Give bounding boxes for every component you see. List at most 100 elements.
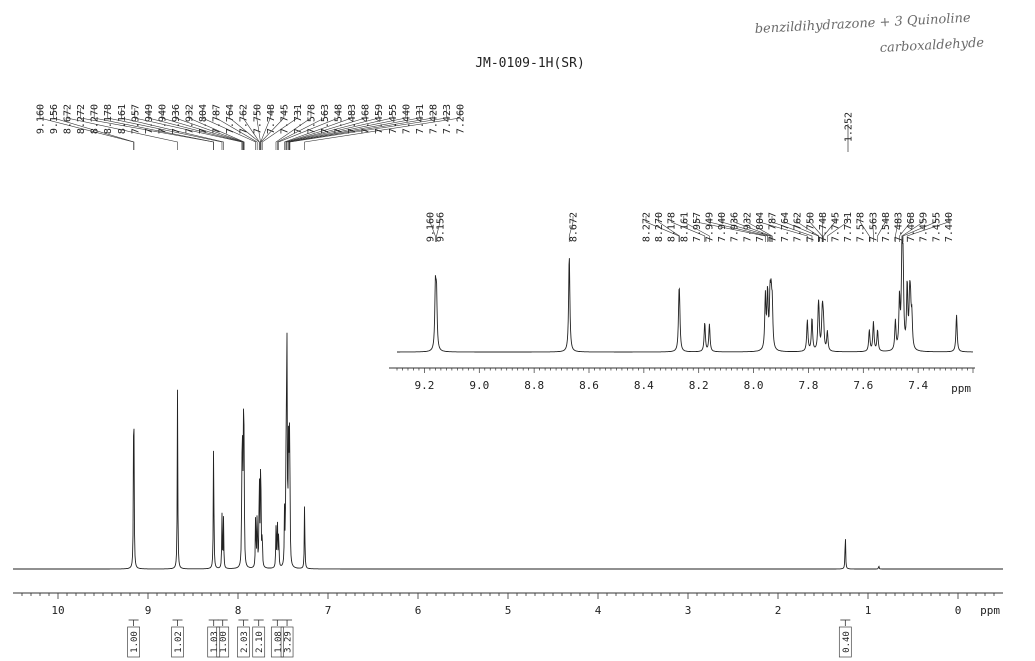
inset-peak-label-leader: [872, 216, 874, 242]
inset-peak-label-leader: [568, 216, 574, 242]
integral-marker: 3.29: [280, 619, 294, 658]
integral-marker: 1.08: [270, 619, 284, 658]
peak-label: 8.178: [103, 104, 114, 134]
peak-label-leader: [275, 108, 312, 150]
peak-label: 7.260: [456, 104, 467, 134]
inset-peak-label: 7.932: [742, 212, 753, 242]
integral-value: 2.10: [255, 631, 265, 653]
peak-label: 7.468: [361, 104, 372, 134]
inset-peak-label-leader: [429, 216, 436, 242]
isolated-peak-label: 1.252: [844, 112, 855, 142]
peak-label-leader: [107, 108, 223, 150]
inset-peak-label-leader: [796, 216, 820, 242]
peak-label: 8.272: [76, 104, 87, 134]
peak-label: 8.270: [90, 104, 101, 134]
inset-x-tick-label: 8.6: [579, 379, 599, 392]
inset-peak-label-leader: [721, 216, 771, 242]
integral-marker: 2.10: [252, 619, 266, 658]
peak-label: 7.563: [320, 104, 331, 134]
inset-peak-label: 7.578: [856, 212, 867, 242]
peak-label-leader: [134, 108, 243, 150]
inset-peak-label-leader: [645, 216, 680, 242]
inset-peak-label-leader: [859, 216, 870, 242]
peak-label-leader: [242, 108, 260, 150]
peak-label-leader: [289, 108, 447, 150]
peak-label: 7.748: [266, 104, 277, 134]
inset-spectrum: 9.2 9.0 8.8 8.6 8.4 8.2 8.0 7.8 7.6 7.4 ppm 9.160 9.…: [389, 212, 975, 395]
peak-label-leader: [284, 108, 352, 150]
inset-peak-label-leader: [823, 216, 836, 242]
main-x-tick-label: 10: [51, 604, 64, 617]
sample-id-title: JM-0109-1H(SR): [475, 56, 585, 71]
integral-box: [252, 626, 266, 658]
peak-label: 7.957: [130, 104, 141, 134]
inset-peak-label: 9.156: [436, 212, 447, 242]
peak-label-leader: [261, 108, 298, 150]
peak-label: 7.459: [374, 104, 385, 134]
inset-peak-label: 8.672: [569, 212, 580, 242]
peak-label-leader: [215, 108, 258, 150]
peak-label: 7.940: [157, 104, 168, 134]
integral-box: [237, 626, 250, 658]
peak-label-leader: [66, 108, 178, 150]
inset-peak-label-leader: [901, 216, 924, 242]
inset-peak-label: 8.178: [667, 212, 678, 242]
peak-label: 7.949: [144, 104, 155, 134]
peak-label-leader: [289, 108, 434, 150]
inset-x-tick-label: 8.2: [689, 379, 709, 392]
integral-box: [216, 626, 230, 658]
peak-label-leader: [120, 108, 224, 150]
main-x-tick-label: 1: [865, 604, 872, 617]
main-x-tick-label: 2: [775, 604, 782, 617]
inset-x-tick-label: 8.0: [744, 379, 764, 392]
inset-x-axis-label: ppm: [951, 382, 971, 395]
inset-peak-label-leader: [733, 216, 772, 242]
peak-label: 7.745: [279, 104, 290, 134]
peak-label: 7.440: [401, 104, 412, 134]
inset-peak-label: 7.940: [717, 212, 728, 242]
peak-label: 7.936: [171, 104, 182, 134]
integral-value: 2.03: [240, 631, 250, 653]
inset-x-tick-label: 7.8: [798, 379, 818, 392]
inset-peak-label-leader: [899, 216, 911, 242]
integral-box: [171, 626, 184, 658]
peak-label-leader: [260, 108, 285, 150]
inset-peak-label: 7.748: [818, 212, 829, 242]
inset-peak-label-leader: [683, 216, 710, 242]
inset-x-tick-label: 8.8: [524, 379, 544, 392]
main-spectrum-trace: [13, 332, 1003, 570]
integral-box: [270, 626, 284, 658]
peak-label: 7.787: [212, 104, 223, 134]
peak-label-leader: [304, 108, 461, 150]
peak-label-leader: [148, 108, 243, 150]
inset-x-tick-label: 7.4: [908, 379, 928, 392]
inset-peak-label: 8.270: [654, 212, 665, 242]
inset-peak-label: 7.787: [768, 212, 779, 242]
integral-value: 1.08: [274, 631, 284, 653]
inset-peak-label: 7.750: [805, 212, 816, 242]
peak-label-leader: [93, 108, 214, 150]
inset-spectrum-trace: [397, 235, 973, 353]
peak-label: 9.160: [36, 104, 47, 134]
peak-label: 7.431: [415, 104, 426, 134]
inset-x-tick-label: 9.2: [414, 379, 434, 392]
peak-label: 7.932: [185, 104, 196, 134]
inset-peak-label: 7.949: [705, 212, 716, 242]
inset-peak-label: 7.468: [906, 212, 917, 242]
inset-peak-label: 7.731: [843, 212, 854, 242]
inset-peak-label-leader: [827, 216, 848, 242]
inset-peak-label-leader: [877, 216, 886, 242]
inset-peak-label: 7.563: [868, 212, 879, 242]
integral-marker: 1.03: [207, 619, 220, 658]
inset-peak-label: 7.455: [931, 212, 942, 242]
handwritten-note-line1: benzildihydrazone + 3 Quinoline: [754, 11, 971, 37]
peak-label: 8.672: [63, 104, 74, 134]
inset-peak-label: 9.160: [426, 212, 437, 242]
inset-x-tick-label: 9.0: [469, 379, 489, 392]
inset-peak-label: 7.548: [881, 212, 892, 242]
peak-label-leader: [39, 108, 134, 150]
peak-label-leader: [188, 108, 245, 150]
integral-marker: 1.00: [216, 619, 230, 658]
